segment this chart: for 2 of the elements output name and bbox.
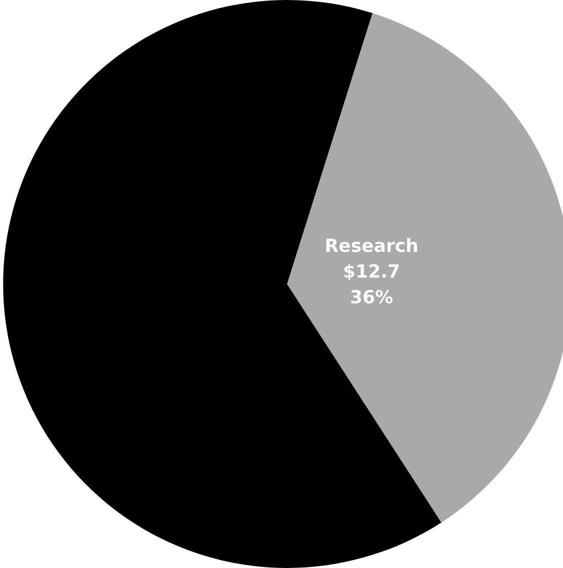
slice-label: Research (326, 238, 418, 252)
data-label: $12.7 36% (344, 264, 399, 304)
